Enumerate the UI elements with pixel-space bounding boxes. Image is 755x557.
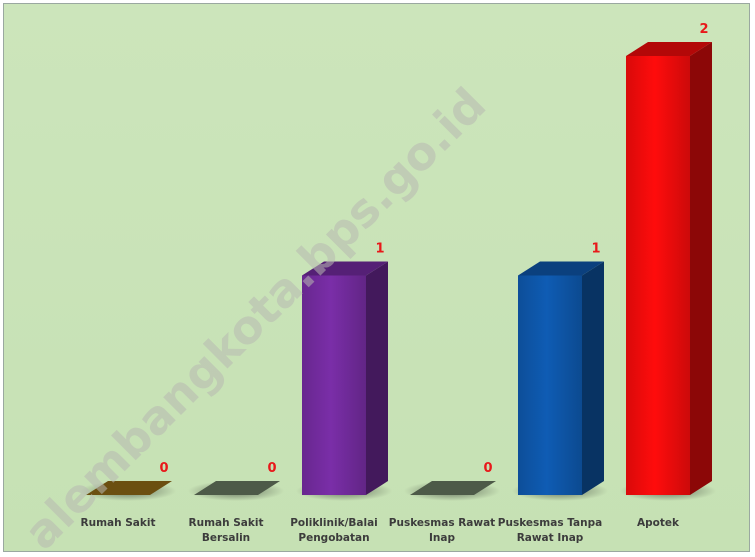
bar-3 [404, 481, 500, 501]
bar-top [626, 42, 712, 56]
labels-layer: 0 Rumah Sakit 0 Rumah Sakit Bersalin 1 Polikli… [81, 22, 709, 544]
category-label: Rawat Inap [517, 532, 584, 544]
bar-4 [512, 261, 608, 501]
category-label: Rumah Sakit [189, 517, 264, 529]
bar-top [86, 481, 172, 495]
category-label: Poliklinik/Balai [290, 517, 378, 529]
value-label: 0 [483, 461, 492, 476]
value-label: 0 [159, 461, 168, 476]
value-label: 1 [591, 242, 600, 257]
category-label: Bersalin [202, 532, 250, 544]
bar-side [690, 42, 712, 495]
bar-top [194, 481, 280, 495]
category-label: Inap [429, 532, 455, 544]
category-label: Apotek [637, 517, 680, 529]
bar-2 [296, 261, 392, 501]
category-label: Pengobatan [298, 532, 369, 544]
bar-chart: 0 Rumah Sakit 0 Rumah Sakit Bersalin 1 Polikli… [4, 4, 749, 551]
bars-layer [80, 42, 716, 501]
bar-5 [620, 42, 716, 501]
bar-top [518, 261, 604, 276]
bar-top [410, 481, 496, 495]
bar-0 [80, 481, 176, 501]
bar-front [518, 275, 582, 495]
value-label: 1 [375, 242, 384, 257]
bar-front [626, 56, 690, 495]
chart-area: 0 Rumah Sakit 0 Rumah Sakit Bersalin 1 Polikli… [3, 3, 750, 552]
category-label: Puskesmas Tanpa [498, 517, 602, 529]
bar-side [366, 261, 388, 495]
category-label: Rumah Sakit [81, 517, 156, 529]
value-label: 0 [267, 461, 276, 476]
bar-1 [188, 481, 284, 501]
bar-front [302, 275, 366, 495]
bar-top [302, 261, 388, 276]
category-label: Puskesmas Rawat [389, 517, 495, 529]
value-label: 2 [699, 22, 708, 37]
bar-side [582, 261, 604, 495]
